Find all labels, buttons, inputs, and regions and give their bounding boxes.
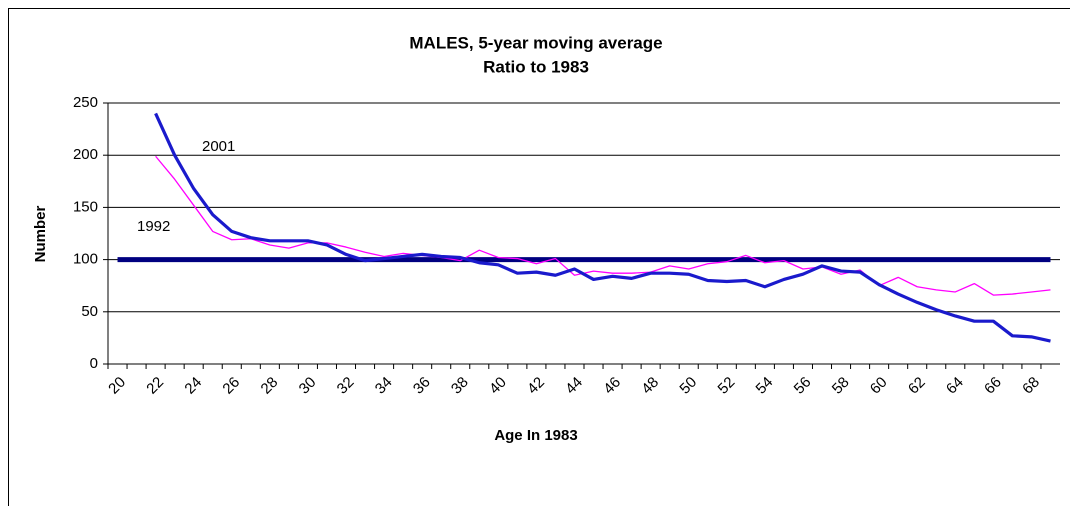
series-annotation: 2001 <box>202 138 235 155</box>
chart-title: MALES, 5-year moving average <box>409 33 662 52</box>
chart-subtitle: Ratio to 1983 <box>483 57 589 76</box>
y-tick-label: 0 <box>90 355 98 372</box>
y-tick-label: 150 <box>73 198 98 215</box>
x-axis-label: Age In 1983 <box>494 427 577 444</box>
series-annotation: 1992 <box>137 218 170 235</box>
y-tick-label: 200 <box>73 146 98 163</box>
y-axis-label: Number <box>32 206 49 263</box>
y-tick-label: 100 <box>73 251 98 268</box>
y-tick-label: 50 <box>81 303 98 320</box>
y-tick-label: 250 <box>73 94 98 111</box>
